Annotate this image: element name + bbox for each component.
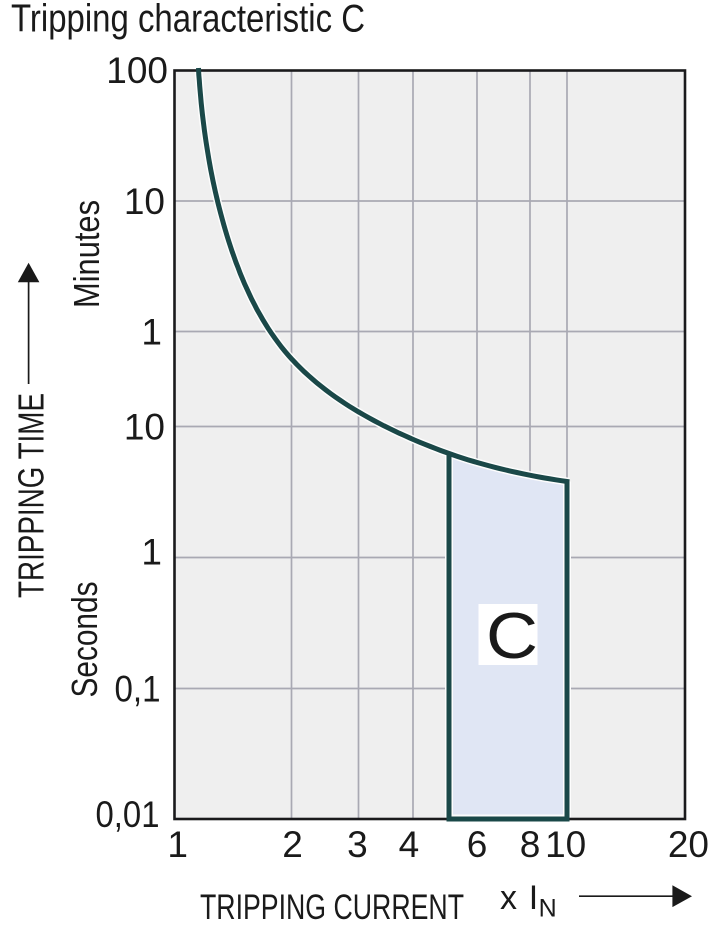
svg-text:100: 100 [106,50,168,91]
svg-text:20: 20 [668,824,709,865]
svg-text:10: 10 [124,406,165,447]
svg-text:0,01: 0,01 [96,794,160,835]
svg-text:3: 3 [347,824,368,865]
svg-text:10: 10 [124,181,165,222]
svg-text:1: 1 [141,311,162,352]
svg-text:0,1: 0,1 [115,668,161,709]
svg-text:Seconds: Seconds [64,582,105,698]
svg-text:10: 10 [545,824,586,865]
svg-text:1: 1 [141,531,162,572]
svg-text:Tripping characteristic C: Tripping characteristic C [11,0,365,41]
svg-text:C: C [486,599,538,672]
svg-text:8: 8 [520,824,541,865]
svg-text:x: x [500,879,517,917]
svg-text:1: 1 [167,824,188,865]
svg-text:6: 6 [467,824,488,865]
svg-text:N: N [539,895,557,923]
svg-text:2: 2 [282,824,303,865]
svg-text:TRIPPING CURRENT: TRIPPING CURRENT [200,888,464,927]
svg-text:TRIPPING TIME: TRIPPING TIME [11,393,52,598]
svg-text:I: I [529,879,538,917]
svg-text:4: 4 [399,824,420,865]
svg-text:Minutes: Minutes [66,200,107,308]
